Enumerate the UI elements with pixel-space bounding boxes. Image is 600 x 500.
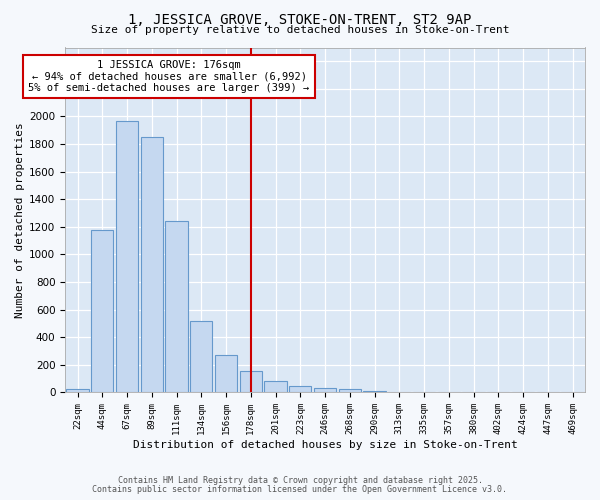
Bar <box>166 220 188 392</box>
Bar <box>190 320 212 392</box>
X-axis label: Distribution of detached houses by size in Stoke-on-Trent: Distribution of detached houses by size … <box>133 440 517 450</box>
Bar <box>364 391 386 392</box>
Bar <box>314 388 336 392</box>
Text: 1 JESSICA GROVE: 176sqm
← 94% of detached houses are smaller (6,992)
5% of semi-: 1 JESSICA GROVE: 176sqm ← 94% of detache… <box>28 60 310 93</box>
Bar <box>215 355 237 393</box>
Bar <box>116 120 138 392</box>
Bar <box>338 388 361 392</box>
Bar <box>91 230 113 392</box>
Text: 1, JESSICA GROVE, STOKE-ON-TRENT, ST2 9AP: 1, JESSICA GROVE, STOKE-ON-TRENT, ST2 9A… <box>128 12 472 26</box>
Bar <box>265 380 287 392</box>
Text: Size of property relative to detached houses in Stoke-on-Trent: Size of property relative to detached ho… <box>91 25 509 35</box>
Bar <box>140 136 163 392</box>
Bar <box>289 386 311 392</box>
Text: Contains public sector information licensed under the Open Government Licence v3: Contains public sector information licen… <box>92 485 508 494</box>
Bar <box>239 371 262 392</box>
Text: Contains HM Land Registry data © Crown copyright and database right 2025.: Contains HM Land Registry data © Crown c… <box>118 476 482 485</box>
Bar <box>67 389 89 392</box>
Y-axis label: Number of detached properties: Number of detached properties <box>15 122 25 318</box>
